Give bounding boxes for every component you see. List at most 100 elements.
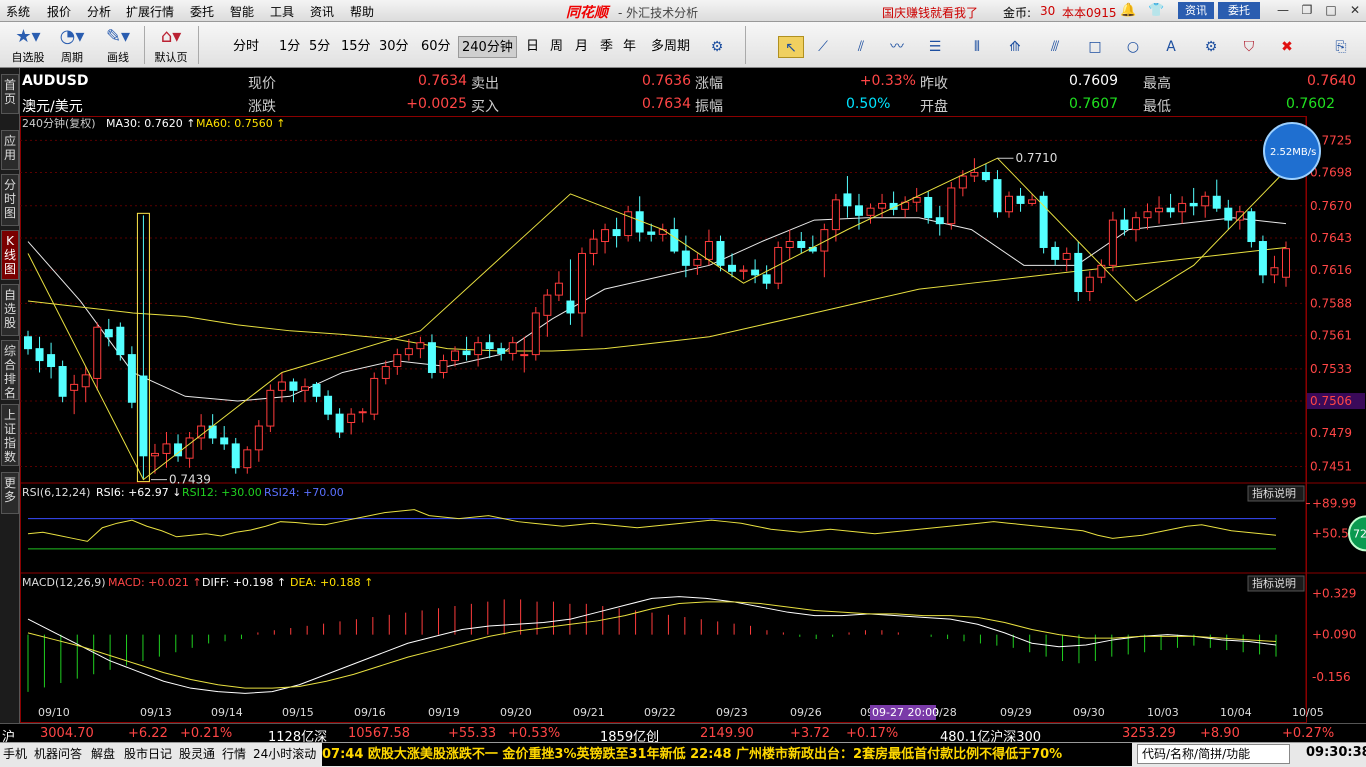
bottom-tab-qa[interactable]: 机器问答 [34, 747, 83, 761]
date-axis-label: 09/14 [211, 706, 243, 719]
rect-tool-icon[interactable]: □ [1088, 39, 1102, 55]
bottom-tab-market[interactable]: 行情 [222, 747, 247, 761]
account-name[interactable]: 本本0915 [1062, 6, 1117, 20]
sidebar-tab-apps[interactable]: 应用 [1, 130, 19, 170]
kline-chart[interactable]: 0.7725 0.7698 0.7670 0.7643 0.7616 0.7588 0.75… [20, 116, 1366, 723]
macd-legend-diff: DIFF: +0.198 ↑ [202, 576, 286, 589]
quote-label-r2-4: 最低 [1143, 99, 1171, 115]
candle-body [335, 413, 344, 433]
settings-gear-icon[interactable]: ⚙ [710, 39, 724, 55]
shirt-icon[interactable]: 👕 [1148, 3, 1165, 18]
channel-tool-icon[interactable]: ⫻ [1050, 39, 1060, 55]
price-axis-label: 0.7561 [1310, 329, 1352, 343]
draw-line-button[interactable]: ✎▾ 画线 [96, 25, 140, 65]
bookmark-icon[interactable]: ⛉ [1243, 39, 1255, 55]
vertical-lines-icon[interactable]: ⦀ [973, 39, 981, 55]
date-axis-label: 09/23 [716, 706, 748, 719]
status-item-4: 1128亿深 [268, 730, 328, 745]
bottom-tab-analysis[interactable]: 解盘 [91, 747, 116, 761]
period-8[interactable]: 周 [550, 39, 564, 54]
bottom-tab-24h[interactable]: 24小时滚动 [253, 747, 317, 761]
promo-link[interactable]: 国庆赚钱就看我了 [882, 6, 979, 20]
menu-quote[interactable]: 报价 [47, 5, 72, 19]
period-6[interactable]: 240分钟 [458, 36, 517, 58]
menu-order[interactable]: 委托 [190, 5, 215, 19]
candle-body [854, 205, 863, 216]
candle-body [624, 211, 633, 237]
period-5[interactable]: 60分 [421, 39, 451, 54]
bottom-tab-stock-spirit[interactable]: 股灵通 [179, 747, 216, 761]
wave-tool-icon[interactable]: 〰 [890, 39, 904, 55]
candle-body [370, 377, 379, 415]
bell-icon[interactable]: 🔔 [1120, 3, 1137, 18]
text-tool-icon[interactable]: A [1166, 39, 1176, 55]
candle-body [150, 452, 159, 457]
sidebar-tab-watchlist[interactable]: 自选股 [1, 284, 19, 336]
sidebar-tab-sh-index[interactable]: 上证指数 [1, 404, 19, 466]
settings-icon[interactable]: ⚙ [1204, 39, 1218, 55]
menu-news[interactable]: 资讯 [310, 5, 335, 19]
macd-diff-line [27, 596, 1277, 694]
line-tool-icon[interactable]: ⟋ [818, 39, 828, 55]
macd-help-button[interactable]: 指标说明 [1252, 576, 1296, 590]
bottom-tab-mobile[interactable]: 手机 [3, 747, 28, 761]
period-11[interactable]: 年 [623, 39, 637, 54]
cursor-icon[interactable]: ↖ [778, 36, 804, 58]
rsi-help-button[interactable]: 指标说明 [1252, 486, 1296, 500]
candle-body [427, 342, 436, 373]
menu-extended-quote[interactable]: 扩展行情 [126, 5, 175, 19]
code-search-input[interactable]: 代码/名称/简拼/功能 [1137, 744, 1290, 764]
bottom-tab-diary[interactable]: 股市日记 [124, 747, 173, 761]
period-9[interactable]: 月 [575, 39, 589, 54]
symbol-name: 澳元/美元 [22, 99, 83, 115]
date-axis-label: 10/03 [1147, 706, 1179, 719]
candle-body [716, 241, 725, 266]
date-axis-label: 09/22 [644, 706, 676, 719]
delete-icon[interactable]: ✖ [1281, 39, 1293, 55]
sidebar-tab-timeshare[interactable]: 分时图 [1, 174, 19, 226]
quote-label-r1-2: 涨幅 [695, 76, 723, 92]
candle-body [474, 342, 483, 356]
period-4[interactable]: 30分 [379, 39, 409, 54]
trade-button[interactable]: 委托 [1218, 2, 1260, 19]
menu-analysis[interactable]: 分析 [87, 5, 112, 19]
news-button[interactable]: 资讯 [1178, 2, 1214, 19]
period-7[interactable]: 日 [526, 39, 540, 54]
period-1[interactable]: 1分 [279, 39, 301, 54]
sidebar-tab-home[interactable]: 首页 [1, 74, 19, 114]
period-0[interactable]: 分时 [233, 39, 260, 54]
maximize-icon[interactable]: □ [1325, 3, 1337, 17]
candle-body [1097, 264, 1106, 278]
period-10[interactable]: 季 [600, 39, 614, 54]
close-icon[interactable]: ✕ [1349, 3, 1361, 17]
period-2[interactable]: 5分 [309, 39, 331, 54]
rsi-help-button-bg[interactable] [1247, 485, 1305, 502]
default-page-button[interactable]: ⌂▾ 默认页 [149, 25, 193, 65]
cycle-button[interactable]: ◔▾ 周期 [50, 25, 94, 65]
macd-help-button-bg[interactable] [1247, 575, 1305, 592]
period-12[interactable]: 多周期 [651, 39, 691, 54]
candle-body [1201, 195, 1210, 207]
fib-tool-icon[interactable]: ☰ [928, 39, 942, 55]
period-3[interactable]: 15分 [341, 39, 371, 54]
speed-badge [1263, 122, 1321, 180]
rsi-legend-rsi12: RSI12: +30.00 [182, 486, 262, 499]
gann-fan-icon[interactable]: ⟰ [1009, 39, 1021, 55]
restore-icon[interactable]: ❐ [1301, 3, 1313, 17]
menu-smart[interactable]: 智能 [230, 5, 255, 19]
candle-body [1016, 195, 1025, 204]
ellipse-tool-icon[interactable]: ○ [1126, 39, 1140, 55]
copy-icon[interactable]: ⎘ [1335, 39, 1347, 55]
sidebar-tab-more[interactable]: 更多 [1, 472, 19, 514]
news-ticker[interactable]: 07:44 欧股大涨美股涨跌不一 金价重挫3%英镑跌至31年新低 22:48 广… [322, 743, 1132, 766]
sidebar-tab-ranking[interactable]: 综合排名 [1, 340, 19, 400]
menu-tools[interactable]: 工具 [270, 5, 295, 19]
sidebar-tab-kline[interactable]: K线图 [1, 230, 19, 280]
quote-value-r2-0: +0.0025 [406, 96, 467, 112]
menu-help[interactable]: 帮助 [350, 5, 375, 19]
minimize-icon[interactable]: — [1277, 3, 1289, 17]
parallel-line-icon[interactable]: ⫽ [857, 39, 865, 55]
watchlist-button[interactable]: ★▾ 自选股 [6, 25, 50, 65]
date-axis-label: 09/15 [282, 706, 314, 719]
menu-system[interactable]: 系统 [6, 5, 31, 19]
